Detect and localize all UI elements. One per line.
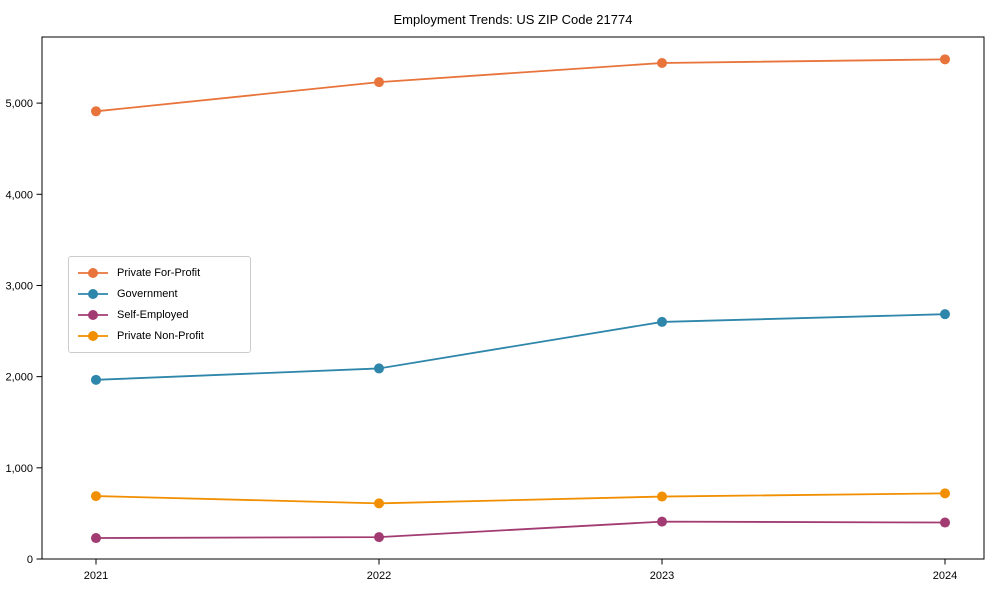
data-point-government-2022	[374, 363, 384, 374]
data-point-government-2023	[657, 316, 667, 327]
x-tick-label: 2023	[650, 570, 674, 582]
legend-label-self-employed: Self-Employed	[117, 308, 189, 321]
legend-marker-self-employed	[78, 309, 108, 320]
legend-label-government: Government	[117, 287, 178, 300]
legend-marker-private-non-profit	[78, 330, 108, 341]
series-line-government	[95, 313, 946, 381]
x-tick-label: 2022	[367, 570, 391, 582]
chart-title: Employment Trends: US ZIP Code 21774	[393, 12, 633, 27]
data-point-private-for-profit-2023	[657, 57, 667, 68]
data-point-private-for-profit-2021	[91, 106, 101, 117]
legend-item-private-non-profit: Private Non-Profit	[77, 325, 242, 346]
legend: Private For-Profit Government Self-Employe…	[68, 256, 251, 353]
legend-item-private-for-profit: Private For-Profit	[77, 262, 242, 283]
data-point-self-employed-2024	[940, 517, 950, 528]
y-tick-label: 3,000	[5, 280, 33, 292]
series-line-private-for-profit	[95, 58, 946, 113]
y-tick-label: 4,000	[5, 189, 33, 201]
plot-frame	[41, 36, 985, 560]
legend-item-government: Government	[77, 283, 242, 304]
data-point-private-for-profit-2022	[374, 77, 384, 88]
data-point-self-employed-2021	[91, 533, 101, 544]
data-point-private-non-profit-2024	[940, 488, 950, 499]
legend-label-private-non-profit: Private Non-Profit	[117, 329, 204, 342]
data-point-self-employed-2022	[374, 532, 384, 543]
data-point-private-non-profit-2022	[374, 498, 384, 509]
x-tick-label: 2024	[933, 570, 957, 582]
y-tick-label: 5,000	[5, 98, 33, 110]
data-point-private-non-profit-2021	[91, 491, 101, 502]
legend-item-self-employed: Self-Employed	[77, 304, 242, 325]
y-tick-label: 1,000	[5, 463, 33, 475]
data-point-private-non-profit-2023	[657, 491, 667, 502]
legend-label-private-for-profit: Private For-Profit	[117, 266, 201, 279]
data-point-government-2024	[940, 309, 950, 320]
y-tick-label: 2,000	[5, 372, 33, 384]
series-line-private-non-profit	[95, 492, 946, 505]
data-point-self-employed-2023	[657, 516, 667, 527]
legend-marker-private-for-profit	[78, 267, 108, 278]
data-point-private-for-profit-2024	[940, 54, 950, 65]
data-point-government-2021	[91, 374, 101, 385]
x-tick-label: 2021	[84, 570, 108, 582]
series-line-self-employed	[95, 520, 946, 539]
legend-marker-government	[78, 288, 108, 299]
y-tick-label: 0	[27, 554, 33, 566]
